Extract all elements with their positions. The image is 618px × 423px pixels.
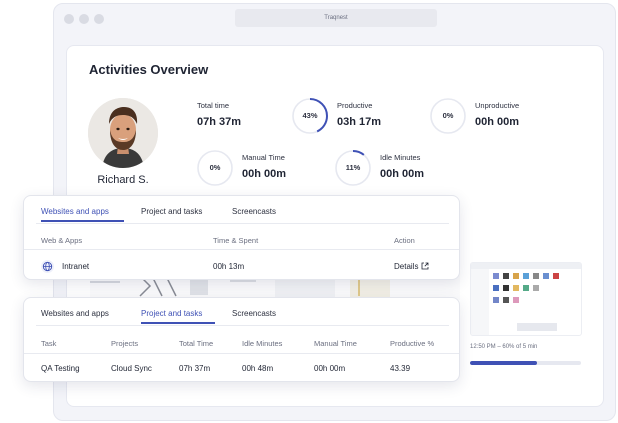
- tab-project-and-tasks[interactable]: Project and tasks: [141, 207, 203, 216]
- tab-screencasts[interactable]: Screencasts: [232, 309, 277, 318]
- unproductive-label: Unproductive: [475, 101, 520, 110]
- column-header-productive-percent: Productive %: [390, 339, 435, 348]
- unproductive-percent: 0%: [442, 111, 454, 120]
- total-time-value: 07h 37m: [197, 116, 242, 128]
- page-title: Activities Overview: [89, 62, 209, 77]
- idle-minutes-label: Idle Minutes: [380, 153, 421, 162]
- avatar: [88, 98, 158, 168]
- total-time: 07h 37m: [179, 364, 211, 373]
- address-bar[interactable]: Traqnest: [235, 9, 437, 27]
- browser-title-bar: Traqnest: [54, 4, 615, 34]
- tab-websites-and-apps[interactable]: Websites and apps: [41, 207, 109, 216]
- window-control-dot[interactable]: [64, 14, 74, 24]
- divider: [24, 249, 459, 250]
- divider: [36, 223, 449, 224]
- details-label: Details: [394, 262, 419, 271]
- column-header-task: Task: [41, 339, 57, 348]
- manual-time-ring: 0%: [196, 149, 234, 187]
- active-tab-indicator: [141, 322, 215, 324]
- window-control-dot[interactable]: [79, 14, 89, 24]
- column-header-time-spent: Time & Spent: [213, 236, 259, 245]
- productive-ring: 43%: [291, 97, 329, 135]
- productive-percent: 43.39: [390, 364, 411, 373]
- websites-card: Websites and apps Project and tasks Scre…: [23, 195, 460, 280]
- column-header-projects: Projects: [111, 339, 139, 348]
- total-time-label: Total time: [197, 101, 230, 110]
- active-tab-indicator: [41, 220, 124, 222]
- productive-label: Productive: [337, 101, 373, 110]
- user-name: Richard S.: [97, 174, 149, 186]
- tab-websites-and-apps[interactable]: Websites and apps: [41, 309, 109, 318]
- idle-minutes-percent: 11%: [345, 163, 361, 172]
- tab-project-and-tasks[interactable]: Project and tasks: [141, 309, 203, 318]
- manual-time-label: Manual Time: [242, 153, 285, 162]
- screenshot-caption: 12:50 PM – 60% of 5 min: [470, 344, 538, 350]
- tab-screencasts[interactable]: Screencasts: [232, 207, 277, 216]
- manual-time-percent: 0%: [209, 163, 221, 172]
- activity-progress-bar: [470, 361, 581, 365]
- idle-minutes-ring: 11%: [334, 149, 372, 187]
- productive-percent: 43%: [302, 111, 318, 120]
- unproductive-ring: 0%: [429, 97, 467, 135]
- column-header-manual-time: Manual Time: [314, 339, 357, 348]
- project-name: Cloud Sync: [111, 364, 152, 373]
- tasks-card: Websites and apps Project and tasks Scre…: [23, 297, 460, 382]
- manual-time: 00h 00m: [314, 364, 346, 373]
- external-link-icon: [421, 262, 429, 272]
- unproductive-value: 00h 00m: [475, 116, 520, 128]
- idle-minutes: 00h 48m: [242, 364, 274, 373]
- column-header-web-apps: Web & Apps: [41, 236, 83, 245]
- column-header-total-time: Total Time: [179, 339, 214, 348]
- window-control-dot[interactable]: [94, 14, 104, 24]
- idle-minutes-value: 00h 00m: [380, 168, 425, 180]
- app-name: Intranet: [62, 262, 90, 271]
- column-header-idle-minutes: Idle Minutes: [242, 339, 283, 348]
- manual-time-value: 00h 00m: [242, 168, 287, 180]
- details-link[interactable]: Details: [394, 262, 429, 272]
- column-header-action: Action: [394, 236, 415, 245]
- task-name: QA Testing: [41, 364, 80, 373]
- productive-value: 03h 17m: [337, 116, 382, 128]
- divider: [24, 353, 459, 354]
- screenshot-thumbnail[interactable]: [470, 262, 582, 336]
- activity-progress-fill: [470, 361, 537, 365]
- globe-icon: [41, 260, 54, 273]
- divider: [36, 325, 449, 326]
- time-spent: 00h 13m: [213, 262, 245, 271]
